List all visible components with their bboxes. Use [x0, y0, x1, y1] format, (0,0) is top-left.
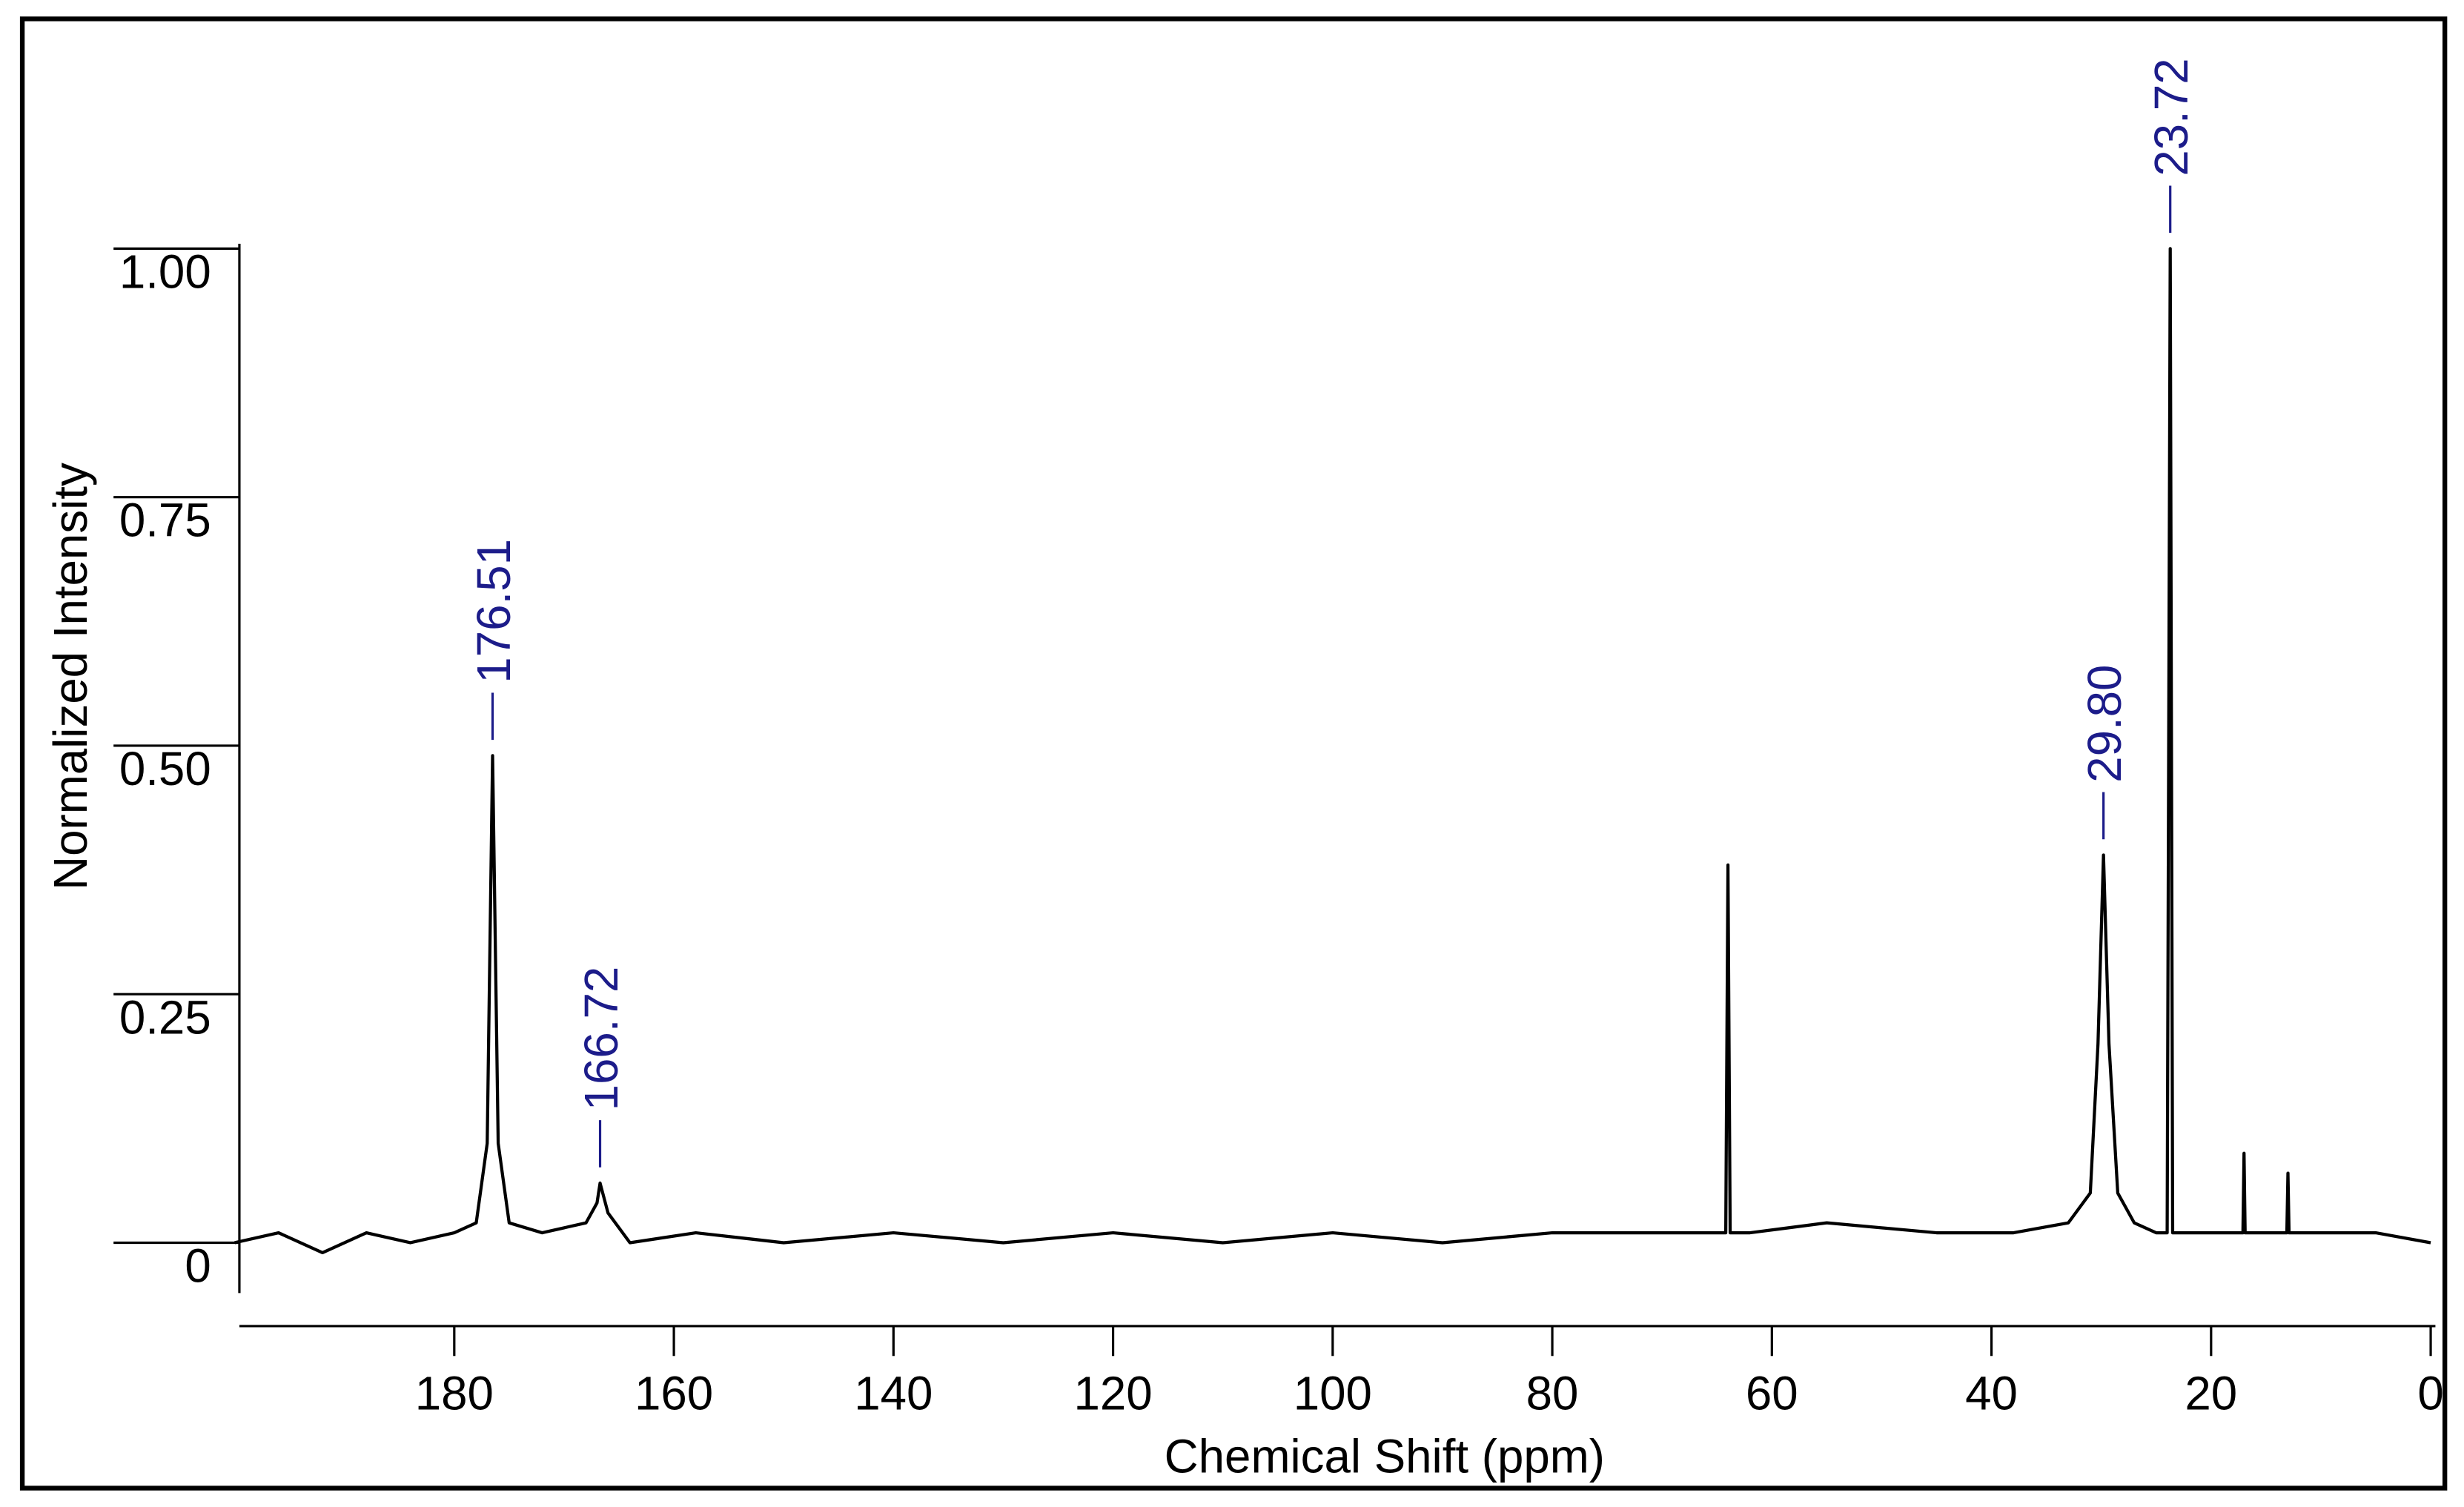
peak-label: 176.51 — [468, 539, 520, 683]
x-tick-label: 140 — [854, 1367, 933, 1420]
peak-label: 166.72 — [575, 967, 628, 1111]
spectrum-line — [234, 247, 2431, 1255]
y-tick-label: 0.25 — [119, 991, 211, 1044]
x-tick-label: 40 — [1965, 1367, 2018, 1420]
y-tick-label: 0 — [185, 1240, 211, 1293]
y-tick-label: 0.50 — [119, 743, 211, 795]
x-axis-label: Chemical Shift (ppm) — [1165, 1430, 1605, 1483]
peak-label: 29.80 — [2079, 665, 2131, 783]
y-axis-label: Normalized Intensity — [44, 463, 97, 890]
frame — [19, 16, 2448, 1491]
x-tick-label: 160 — [635, 1367, 713, 1420]
x-tick-label: 180 — [415, 1367, 494, 1420]
peak-label: 23.72 — [2145, 58, 2198, 176]
x-tick-label: 60 — [1746, 1367, 1798, 1420]
x-tick-label: 0 — [2417, 1367, 2443, 1420]
x-tick-label: 120 — [1073, 1367, 1152, 1420]
x-tick-label: 100 — [1294, 1367, 1372, 1420]
x-tick-label: 80 — [1526, 1367, 1579, 1420]
x-tick-label: 20 — [2185, 1367, 2237, 1420]
y-tick-label: 1.00 — [119, 245, 211, 298]
y-tick-label: 0.75 — [119, 494, 211, 547]
